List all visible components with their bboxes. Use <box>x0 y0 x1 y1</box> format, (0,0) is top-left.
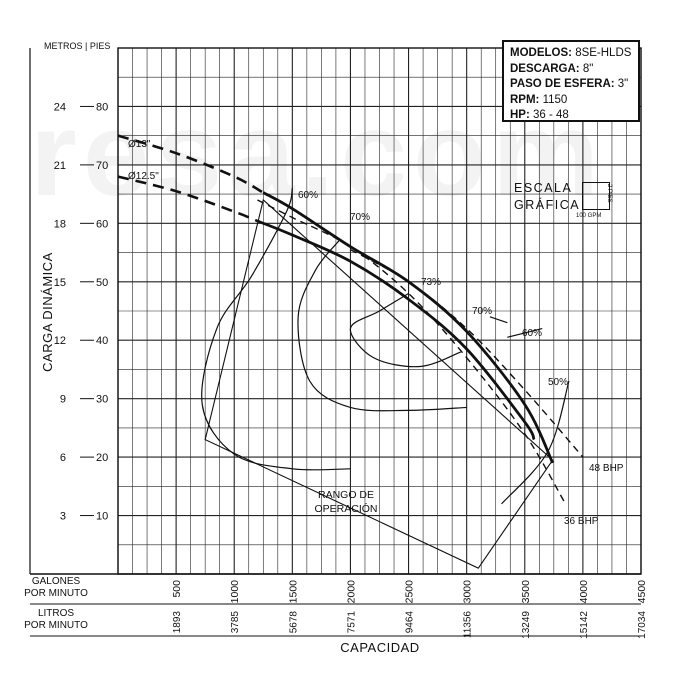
series-0-dashed-part <box>117 134 264 194</box>
y-pies-tick-label: 40 <box>96 335 108 347</box>
descarga-value: 8" <box>582 62 594 75</box>
x2-tick-label: 3785 <box>230 611 241 634</box>
operating-range-outline <box>204 198 554 569</box>
x-tick-label: 3000 <box>462 580 474 604</box>
y-pies-tick-label: 10 <box>96 511 108 523</box>
y-pies-tick-label: 20 <box>96 452 108 464</box>
x-unit-label-line2: POR MINUTO <box>24 588 88 599</box>
x2-unit-label-line1: LITROS <box>38 608 74 619</box>
x2-tick-label: 15142 <box>579 611 590 639</box>
y-metros-tick-label: 21 <box>54 160 66 172</box>
x2-tick-label: 1893 <box>172 611 183 634</box>
x-tick-label: 2000 <box>345 580 357 604</box>
y-units-label: METROS | PIES <box>44 41 110 51</box>
hp-label: HP: <box>510 109 530 121</box>
y-metros-tick-label: 6 <box>60 452 66 464</box>
x-tick-label: 4500 <box>636 580 648 604</box>
y-pies-tick-label: 50 <box>96 277 108 289</box>
y-pies-tick-label: 30 <box>96 394 108 406</box>
label-36bhp: 36 BHP <box>564 516 599 527</box>
x2-tick-label: 13249 <box>521 611 532 639</box>
efficiency-label-2: 73% <box>421 277 441 288</box>
x-axis-title: CAPACIDAD <box>340 640 419 655</box>
x2-tick-label: 7571 <box>346 611 357 634</box>
scale-gpm-label: 100 GPM <box>576 213 602 219</box>
x-tick-label: 1000 <box>229 580 241 604</box>
x-tick-label: 3500 <box>520 580 532 604</box>
y-metros-tick-label: 12 <box>54 335 66 347</box>
paso-value: 3" <box>617 78 629 90</box>
y-metros-tick-label: 18 <box>54 218 66 230</box>
operating-range-label-line2: OPERACIÓN <box>314 502 377 515</box>
efficiency-contour-2 <box>349 292 462 368</box>
y-pies-tick-label: 80 <box>96 101 108 113</box>
series-1-solid-part <box>256 219 536 441</box>
scale-pies-label: 2 PIES <box>606 184 612 203</box>
x-tick-label: 4000 <box>578 580 590 604</box>
efficiency-contour-5 <box>501 380 570 505</box>
label-d13: Ø13" <box>128 139 151 150</box>
y-metros-tick-label: 15 <box>54 277 66 289</box>
label-48bhp: 48 BHP <box>589 463 624 474</box>
y-metros-tick-label: 3 <box>60 511 66 523</box>
operating-range-label-line1: RANGO DE <box>318 489 374 501</box>
y-axis-title: CARGA DINÁMICA <box>40 252 55 372</box>
x2-tick-label: 9464 <box>405 611 416 634</box>
efficiency-label-0: 60% <box>298 190 318 201</box>
x-tick-label: 2500 <box>404 580 416 604</box>
x2-unit-label-line2: POR MINUTO <box>24 620 88 631</box>
series-3-line <box>257 199 567 505</box>
modelos-value: 8SE-HLDS <box>575 47 632 59</box>
x-tick-label: 1500 <box>287 580 299 604</box>
descarga-label: DESCARGA: <box>510 62 580 75</box>
x-tick-label: 500 <box>171 580 183 598</box>
model-info-box: MODELOS: 8SE-HLDS DESCARGA: 8" PASO DE E… <box>502 40 640 122</box>
scale-title: ESCALA GRÁFICA <box>514 180 580 214</box>
rpm-value: 1150 <box>542 93 568 106</box>
rpm-label: RPM: <box>510 93 540 106</box>
scale-line2: GRÁFICA <box>514 198 581 212</box>
series-2-line <box>350 249 584 458</box>
modelos-label: MODELOS: <box>510 47 572 59</box>
series-1-dashed-part <box>117 175 258 223</box>
x2-tick-label: 11356 <box>463 611 474 639</box>
x2-tick-label: 5678 <box>288 611 299 634</box>
paso-label: PASO DE ESFERA: <box>510 78 615 90</box>
scale-square <box>582 182 610 210</box>
efficiency-label-5: 50% <box>548 377 568 388</box>
grid <box>117 47 642 575</box>
y-metros-tick-label: 9 <box>60 394 66 406</box>
x-unit-label-line1: GALONES <box>32 576 81 587</box>
graphic-scale: ESCALA GRÁFICA 100 GPM 2 PIES <box>514 180 624 228</box>
y-pies-tick-label: 70 <box>96 160 108 172</box>
x2-tick-label: 17034 <box>637 611 648 639</box>
y-pies-tick-label: 60 <box>96 218 108 230</box>
efficiency-label-3: 70% <box>472 306 492 317</box>
hp-value: 36 - 48 <box>533 109 569 121</box>
efficiency-contour-3 <box>489 316 508 324</box>
efficiency-label-1: 70% <box>350 212 370 223</box>
efficiency-label-4: 60% <box>522 328 542 339</box>
efficiency-contour-1 <box>297 240 467 412</box>
scale-line1: ESCALA <box>514 181 573 195</box>
label-d12-5: Ø12.5" <box>128 171 159 182</box>
y-metros-tick-label: 24 <box>54 101 66 113</box>
efficiency-contour-4 <box>507 327 543 338</box>
